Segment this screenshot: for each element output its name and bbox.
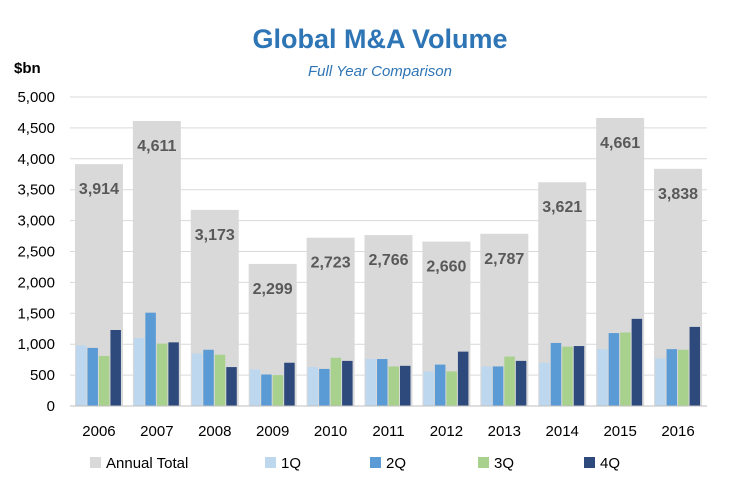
y-tick-label: 0	[47, 398, 55, 415]
quarter-bar-4q	[342, 360, 353, 406]
quarter-bar-4q	[168, 342, 179, 406]
total-value-label: 2,766	[368, 252, 408, 269]
quarter-bar-2q	[319, 368, 330, 406]
quarter-bar-2q	[666, 349, 678, 406]
quarter-bar-1q	[307, 367, 319, 406]
legend-label: 1Q	[281, 455, 301, 472]
y-tick-label: 5,000	[17, 89, 55, 106]
legend-swatch-annual-total	[90, 457, 101, 468]
x-tick-label: 2013	[488, 423, 521, 440]
x-tick-label: 2009	[256, 423, 289, 440]
quarter-bar-4q	[689, 326, 701, 406]
legend-swatch-3q	[478, 457, 489, 468]
total-value-label: 4,661	[600, 135, 640, 152]
quarter-bar-4q	[457, 351, 469, 406]
y-tick-label: 1,000	[17, 336, 55, 353]
x-tick-label: 2012	[430, 423, 463, 440]
legend-label: 4Q	[600, 455, 620, 472]
quarter-bar-3q	[330, 357, 342, 406]
legend-label: 2Q	[386, 455, 406, 472]
chart-title: Global M&A Volume	[252, 24, 508, 54]
quarter-bar-1q	[75, 345, 87, 406]
legend-swatch-1q	[265, 457, 276, 468]
y-tick-label: 3,000	[17, 213, 55, 230]
total-value-label: 3,173	[195, 227, 235, 244]
quarter-bar-3q	[272, 375, 284, 406]
quarter-bar-3q	[446, 371, 457, 406]
quarter-bar-2q	[87, 347, 98, 406]
quarter-bar-1q	[191, 353, 203, 406]
quarter-bar-2q	[145, 312, 156, 406]
x-tick-label: 2011	[372, 423, 404, 440]
quarter-bar-2q	[261, 374, 272, 406]
legend: Annual Total 1Q 2Q 3Q 4Q	[90, 455, 620, 472]
chart-subtitle: Full Year Comparison	[308, 63, 452, 80]
quarter-bar-1q	[133, 338, 145, 406]
quarter-bar-4q	[631, 318, 643, 406]
x-tick-label: 2007	[140, 423, 173, 440]
quarter-bar-2q	[434, 364, 446, 406]
total-value-label: 2,723	[311, 255, 351, 272]
quarter-bar-4q	[515, 360, 527, 406]
total-value-label: 3,838	[658, 186, 698, 203]
y-tick-label: 2,000	[17, 274, 55, 291]
y-tick-label: 3,500	[17, 182, 55, 199]
quarter-bar-3q	[156, 343, 168, 406]
legend-swatch-2q	[370, 457, 381, 468]
quarter-bar-3q	[98, 355, 110, 406]
y-tick-label: 500	[30, 367, 55, 384]
quarter-bar-3q	[504, 356, 515, 406]
x-tick-label: 2008	[198, 423, 231, 440]
y-tick-label: 2,500	[17, 244, 55, 261]
quarter-bar-3q	[620, 332, 631, 406]
quarter-bar-1q	[597, 349, 608, 406]
x-tick-label: 2015	[603, 423, 636, 440]
legend-label: Annual Total	[106, 455, 188, 472]
quarter-bar-3q	[678, 349, 689, 406]
y-tick-label: 4,000	[17, 151, 55, 168]
annual-total-bars	[74, 117, 703, 407]
x-tick-label: 2010	[314, 423, 347, 440]
total-value-label: 2,660	[426, 259, 466, 276]
total-value-label: 3,914	[79, 181, 119, 198]
quarter-bar-4q	[573, 346, 585, 406]
y-tick-label: 4,500	[17, 120, 55, 137]
quarter-bar-1q	[655, 358, 666, 406]
x-tick-label: 2014	[546, 423, 579, 440]
quarter-bar-1q	[365, 359, 376, 406]
x-tick-label: 2016	[661, 423, 694, 440]
quarter-bar-2q	[608, 333, 620, 406]
x-tick-label: 2006	[82, 423, 115, 440]
quarter-bar-1q	[539, 362, 550, 406]
quarter-bar-1q	[249, 369, 261, 406]
quarter-bar-4q	[226, 367, 237, 406]
quarter-bar-4q	[400, 365, 411, 406]
total-value-label: 3,621	[542, 199, 582, 216]
total-data-labels: 3,914 4,611 3,173 2,299 2,723 2,766 2,660 2,787…	[79, 135, 698, 298]
quarter-bar-4q	[284, 362, 295, 406]
quarter-bars	[75, 312, 701, 406]
y-tick-label: 1,500	[17, 305, 55, 322]
quarter-bar-4q	[110, 329, 121, 406]
quarter-bar-3q	[214, 354, 226, 406]
quarter-bar-3q	[388, 366, 399, 406]
legend-label: 3Q	[494, 455, 514, 472]
quarter-bar-2q	[203, 349, 214, 406]
axes: 0 500 1,000 1,500 2,000 2,500 3,000 3,500 4,000 4…	[17, 89, 707, 440]
quarter-bar-1q	[481, 366, 492, 406]
legend-swatch-4q	[584, 457, 595, 468]
quarter-bar-2q	[492, 366, 504, 406]
total-value-label: 2,787	[484, 251, 524, 268]
quarter-bar-3q	[562, 346, 573, 406]
quarter-bar-1q	[423, 371, 434, 406]
total-value-label: 4,611	[137, 138, 176, 155]
quarter-bar-2q	[550, 342, 562, 406]
quarter-bar-2q	[377, 359, 388, 406]
y-axis-label: $bn	[14, 60, 41, 77]
total-value-label: 2,299	[253, 281, 293, 298]
